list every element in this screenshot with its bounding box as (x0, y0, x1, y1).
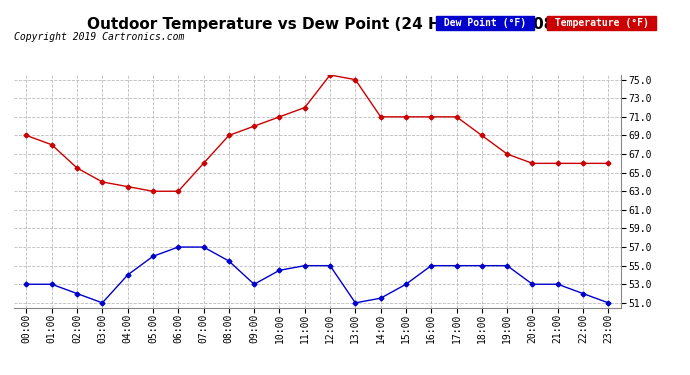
Text: Copyright 2019 Cartronics.com: Copyright 2019 Cartronics.com (14, 32, 184, 42)
Text: Temperature (°F): Temperature (°F) (549, 18, 654, 28)
Text: Dew Point (°F): Dew Point (°F) (438, 18, 532, 28)
Text: Outdoor Temperature vs Dew Point (24 Hours) 20190822: Outdoor Temperature vs Dew Point (24 Hou… (87, 17, 575, 32)
